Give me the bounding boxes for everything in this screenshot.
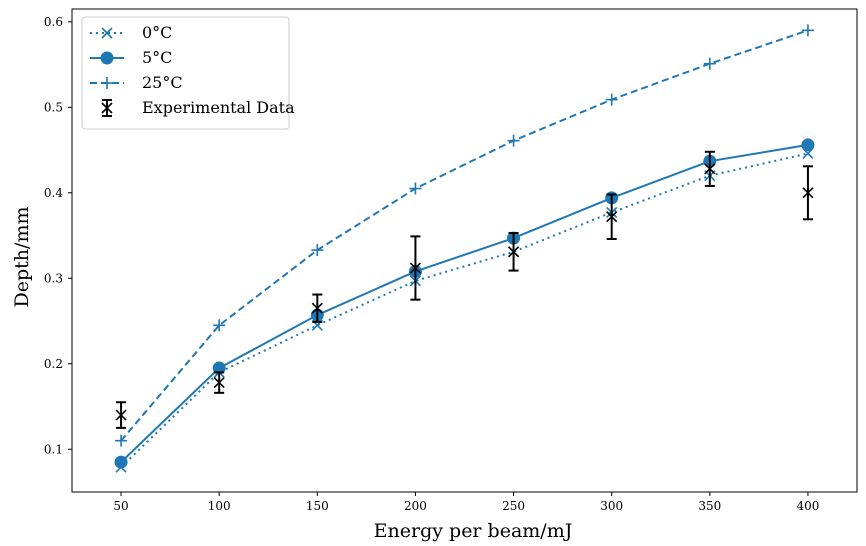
legend-entry: Experimental Data [101, 98, 295, 117]
x-axis: 50 100 150 200 250 300 350 400 [113, 492, 819, 513]
series-2 [115, 24, 814, 447]
x-tick-label: 250 [502, 499, 525, 513]
data-point [100, 51, 114, 65]
error-bar [704, 150, 716, 187]
x-axis-label: Energy per beam/mJ [374, 520, 573, 542]
data-point [311, 244, 324, 257]
error-bar [606, 193, 618, 240]
data-point [115, 409, 127, 421]
data-point [507, 246, 520, 258]
data-point [801, 138, 815, 152]
experimental-data [115, 150, 814, 429]
data-point [606, 211, 618, 223]
legend: 0°C 5°C 25°C Experimental Data [81, 16, 295, 130]
x-tick-label: 200 [404, 499, 427, 513]
x-tick-label: 400 [796, 499, 819, 513]
marker-stroke [213, 377, 225, 389]
x-tick-label: 350 [698, 499, 721, 513]
error-bar [115, 401, 127, 429]
y-tick-label: 0.4 [44, 186, 63, 200]
data-point [703, 57, 716, 70]
data-point [507, 134, 520, 147]
error-bar [311, 293, 323, 323]
marker-stroke [606, 211, 618, 223]
data-point [802, 187, 814, 199]
legend-label: Experimental Data [142, 98, 295, 117]
error-bar [802, 165, 814, 221]
marker-stroke [802, 187, 814, 199]
marker-stroke [311, 302, 323, 314]
x-tick-label: 300 [600, 499, 623, 513]
data-point [213, 377, 225, 389]
marker-stroke [115, 409, 127, 421]
data-point [101, 102, 113, 114]
legend-label: 5°C [142, 48, 172, 67]
marker-stroke [704, 163, 716, 175]
marker-stroke [507, 246, 520, 258]
error-bar [213, 371, 225, 394]
y-tick-label: 0.5 [44, 100, 63, 114]
data-point [605, 93, 618, 106]
data-point [114, 455, 128, 469]
marker-stroke [409, 262, 422, 274]
legend-label: 25°C [142, 73, 183, 92]
series-1 [114, 138, 815, 469]
legend-label: 0°C [142, 23, 172, 42]
data-point [115, 434, 128, 447]
series-0 [115, 147, 814, 473]
data-point [409, 182, 422, 195]
marker-stroke [101, 27, 113, 39]
error-bar [409, 235, 422, 301]
y-axis-label: Depth/mm [11, 207, 33, 308]
data-point [704, 163, 716, 175]
legend-box [81, 16, 290, 130]
series-line [120, 29, 809, 442]
legend-entry: 0°C [90, 23, 172, 42]
data-point [213, 319, 226, 332]
data-point [101, 77, 113, 89]
data-point [801, 24, 814, 37]
data-point [101, 27, 113, 39]
series-line [120, 143, 809, 463]
data-point [311, 302, 323, 314]
y-axis: 0.1 0.2 0.3 0.4 0.5 0.6 [44, 15, 72, 456]
axes-frame [71, 8, 858, 493]
error-bar [507, 231, 520, 272]
y-tick-label: 0.2 [44, 357, 63, 371]
x-tick-label: 100 [208, 499, 231, 513]
marker-stroke [101, 102, 113, 114]
y-tick-label: 0.6 [44, 15, 63, 29]
y-tick-label: 0.3 [44, 271, 63, 285]
x-tick-label: 50 [113, 499, 128, 513]
data-point [409, 262, 422, 274]
plot-area [71, 8, 858, 493]
x-tick-label: 150 [306, 499, 329, 513]
legend-entry: 25°C [90, 73, 183, 92]
y-tick-label: 0.1 [44, 442, 63, 456]
series-line [120, 152, 809, 468]
legend-entry: 5°C [90, 48, 172, 67]
